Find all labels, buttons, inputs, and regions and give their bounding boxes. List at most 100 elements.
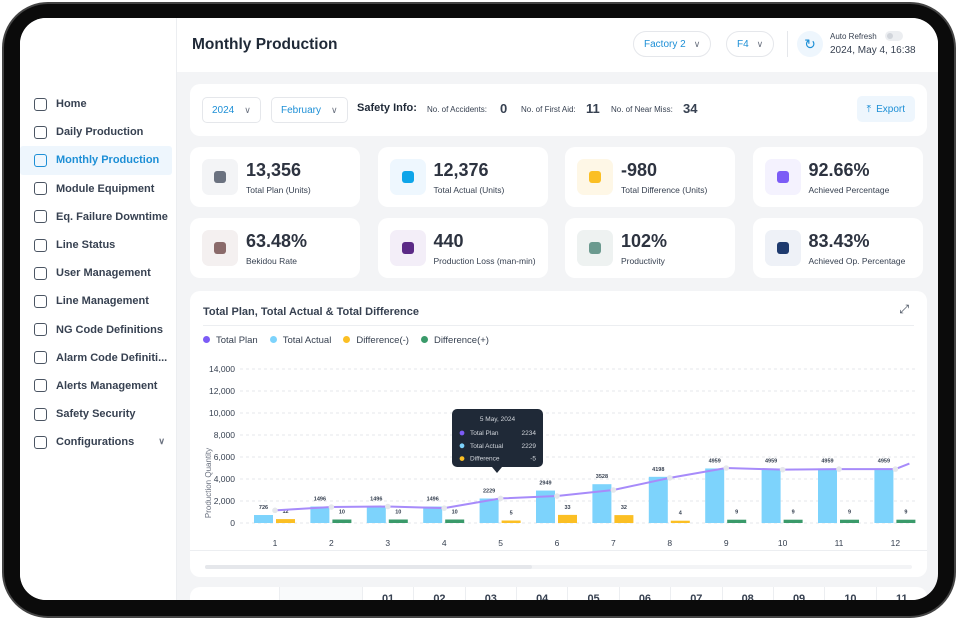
y-tick-label: 10,000 [209,408,235,418]
x-tick-label: 11 [835,538,844,548]
plan-point [554,493,560,499]
factory-icon [34,153,47,167]
difference-data-label: 9 [792,510,795,516]
plan-point [836,466,842,472]
chart-scrollbar[interactable] [205,565,912,569]
year-select[interactable]: 2024 ∨ [202,97,261,123]
stat-icon-box [577,159,613,195]
actual-data-label: 3528 [596,474,608,480]
stat-icon [401,242,414,254]
tooltip-arrow [492,467,502,473]
sidebar-item-monthly-production[interactable]: Monthly Production [20,146,172,175]
plan-point [272,507,278,514]
stat-value: 102% [621,231,668,251]
difference-bar [614,515,634,523]
month-select[interactable]: February ∨ [271,97,348,123]
actual-data-label: 4959 [878,458,890,464]
chart-legend: Total Plan Total Actual Difference(-) Diffe… [203,335,489,346]
legend-item[interactable]: Difference(-) [343,335,409,346]
sidebar-item-eq-failure-downtime[interactable]: Eq. Failure Downtime [20,203,177,231]
stat-label: Achieved Percentage [808,185,890,195]
legend-label: Difference(+) [433,335,489,346]
list-icon [34,238,47,252]
sidebar-item-daily-production[interactable]: Daily Production [20,118,177,146]
sidebar-item-label: Module Equipment [56,182,155,195]
sidebar-item-label: Safety Security [56,408,136,421]
stat-icon-box [389,159,426,195]
actual-bar [479,498,499,523]
plan-point [328,504,335,510]
bar-chart-icon [34,294,47,308]
sidebar-item-label: NG Code Definitions [56,323,163,336]
sidebar-item-label: Alarm Code Definiti... [56,351,168,364]
actual-bar [536,490,555,523]
sidebar-item-alarm-code-definiti[interactable]: Alarm Code Definiti... [20,344,177,372]
y-tick-label: 12,000 [209,386,235,396]
y-tick-label: 0 [230,518,235,528]
difference-bar [276,519,295,523]
factory-select[interactable]: Factory 2 ∨ [633,31,712,57]
plan-line [274,462,910,512]
sidebar-item-configurations[interactable]: Configurations ∨ [20,428,177,456]
stat-value: 92.66% [808,160,870,180]
sidebar-item-module-equipment[interactable]: Module Equipment [20,175,177,203]
expand-icon[interactable]: ⤢ [899,302,909,316]
difference-bar [558,514,577,523]
daily-table: 01 02 03 04 05 06 07 08 09 10 11 [190,587,927,600]
legend-item[interactable]: Total Plan [203,335,258,346]
sidebar-item-line-management[interactable]: Line Management [20,287,177,315]
stat-card: 12,376 Total Actual (Units) [377,147,548,207]
difference-bar [670,520,690,523]
near-miss-label: No. of Near Miss: [611,105,673,114]
legend-item[interactable]: Difference(+) [420,335,489,346]
table-header: 03 [464,587,516,600]
stat-icon-box [389,230,426,266]
stat-card: 83.43% Achieved Op. Percentage [752,218,923,278]
page-title: Monthly Production [192,36,338,53]
stat-card: 13,356 Total Plan (Units) [190,147,360,207]
sidebar-item-safety-security[interactable]: Safety Security [20,400,177,428]
legend-label: Total Actual [282,335,332,346]
legend-item[interactable]: Total Actual [269,335,332,346]
chevron-down-icon: ∨ [244,104,251,115]
stat-icon-box [202,230,238,266]
table-corner [190,587,279,600]
tooltip-label: Difference [470,456,500,463]
export-button[interactable]: ⤒ Export [856,96,915,122]
table-header: 01 [361,587,413,600]
refresh-icon[interactable]: ↻ [797,31,823,57]
sidebar-item-ng-code-definitions[interactable]: NG Code Definitions [20,316,177,344]
monitor-icon [34,210,47,224]
sidebar-item-user-management[interactable]: User Management [20,259,177,287]
sidebar-item-label: Monthly Production [56,154,160,167]
auto-refresh-toggle[interactable] [885,31,903,41]
tooltip-value: 2229 [522,443,537,450]
stat-card: -980 Total Difference (Units) [565,147,735,207]
stat-card: 63.48% Bekidou Rate [190,218,360,278]
table-header: 10 [824,587,875,600]
table-header: 05 [567,587,618,600]
chart-title: Total Plan, Total Actual & Total Differe… [203,306,419,318]
difference-data-label: 10 [395,510,401,516]
sidebar-item-label: Line Management [56,295,149,308]
building-icon [34,125,47,139]
plan-point [385,503,391,510]
difference-data-label: 4 [679,511,683,517]
stat-icon [589,242,601,254]
stat-icon [401,171,414,183]
table-header: 06 [618,587,670,600]
scrollbar-thumb[interactable] [205,565,532,569]
sidebar-item-home[interactable]: Home [20,90,177,118]
difference-data-label: 10 [452,510,458,516]
sidebar-item-line-status[interactable]: Line Status [20,231,177,259]
difference-bar [332,519,352,523]
tooltip-dot [459,456,465,461]
actual-bar [761,468,781,523]
sidebar-item-alerts-management[interactable]: Alerts Management [20,372,177,400]
stat-icon [776,242,789,254]
actual-bar [592,484,612,523]
difference-data-label: 33 [564,505,570,511]
line-select[interactable]: F4 ∨ [726,31,775,57]
stat-card: 92.66% Achieved Percentage [752,147,923,207]
actual-data-label: 4959 [821,458,833,464]
